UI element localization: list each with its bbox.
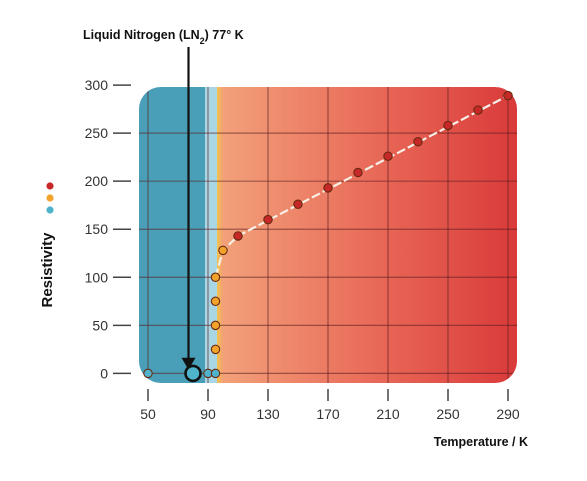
- ln2-label-part1: Liquid Nitrogen (LN: [83, 28, 200, 42]
- data-point-s3-7: [413, 137, 423, 147]
- ln2-arrow-head: [181, 357, 196, 370]
- data-point-s3-10: [503, 90, 513, 101]
- data-point-s3-9: [473, 105, 483, 115]
- x-axis-title: Temperature / K: [434, 435, 528, 449]
- y-tick-label-300: 300: [85, 77, 109, 93]
- y-tick-label-0: 0: [100, 365, 108, 381]
- legend-dot-1: [46, 182, 54, 190]
- ln2-label-part2: ) 77° K: [205, 28, 244, 42]
- highlight-point: [184, 364, 202, 383]
- y-tick-label-200: 200: [85, 173, 109, 189]
- data-point-s2-2: [210, 320, 221, 331]
- x-tick-label-50: 50: [140, 406, 156, 422]
- superconducting-region: [139, 87, 205, 383]
- x-tick-label-290: 290: [496, 406, 520, 422]
- data-point-s3-3: [293, 199, 303, 209]
- ln2-label-subscript: 2: [200, 36, 205, 46]
- x-tick-label-90: 90: [200, 406, 216, 422]
- y-tick-label-150: 150: [85, 221, 109, 237]
- x-tick-label-130: 130: [256, 406, 280, 422]
- color-legend: [46, 182, 54, 214]
- ln2-label: Liquid Nitrogen (LN2) 77° K: [83, 28, 244, 46]
- data-point-s3-4: [323, 183, 333, 193]
- data-point-s1-1: [143, 368, 153, 379]
- ln2-annotation: Liquid Nitrogen (LN2) 77° K: [83, 28, 244, 370]
- data-points: [143, 90, 513, 383]
- transition-band: [217, 87, 223, 383]
- y-tick-label-100: 100: [85, 269, 109, 285]
- y-tick-label-50: 50: [92, 317, 108, 333]
- normal-state-region: [223, 87, 517, 383]
- data-point-s2-1: [210, 344, 221, 355]
- x-tick-label-210: 210: [376, 406, 400, 422]
- legend-dot-3: [46, 206, 54, 214]
- x-tick-label-250: 250: [436, 406, 460, 422]
- data-point-s3-5: [353, 167, 363, 178]
- resistivity-curve: [214, 94, 509, 278]
- x-axis: 50 90 130 170 210 250 290: [140, 389, 520, 422]
- data-point-s2-4: [210, 272, 221, 283]
- data-point-s3-8: [443, 120, 453, 131]
- superconducting-transition-region: [205, 87, 217, 383]
- y-axis-title: Resistivity: [39, 232, 56, 308]
- data-point-s1-3: [210, 368, 221, 379]
- y-tick-label-250: 250: [85, 125, 109, 141]
- plot-background: [139, 87, 517, 383]
- data-point-s3-1: [233, 231, 243, 241]
- data-point-s3-2: [263, 214, 273, 225]
- x-tick-label-170: 170: [316, 406, 340, 422]
- y-axis: 0 50 100 150 200 250 300: [85, 77, 131, 381]
- gridlines: [139, 87, 517, 383]
- legend-dot-2: [46, 194, 54, 202]
- data-point-s2-3: [210, 296, 221, 307]
- data-point-s3-6: [383, 151, 393, 161]
- data-point-s2-5: [218, 245, 228, 256]
